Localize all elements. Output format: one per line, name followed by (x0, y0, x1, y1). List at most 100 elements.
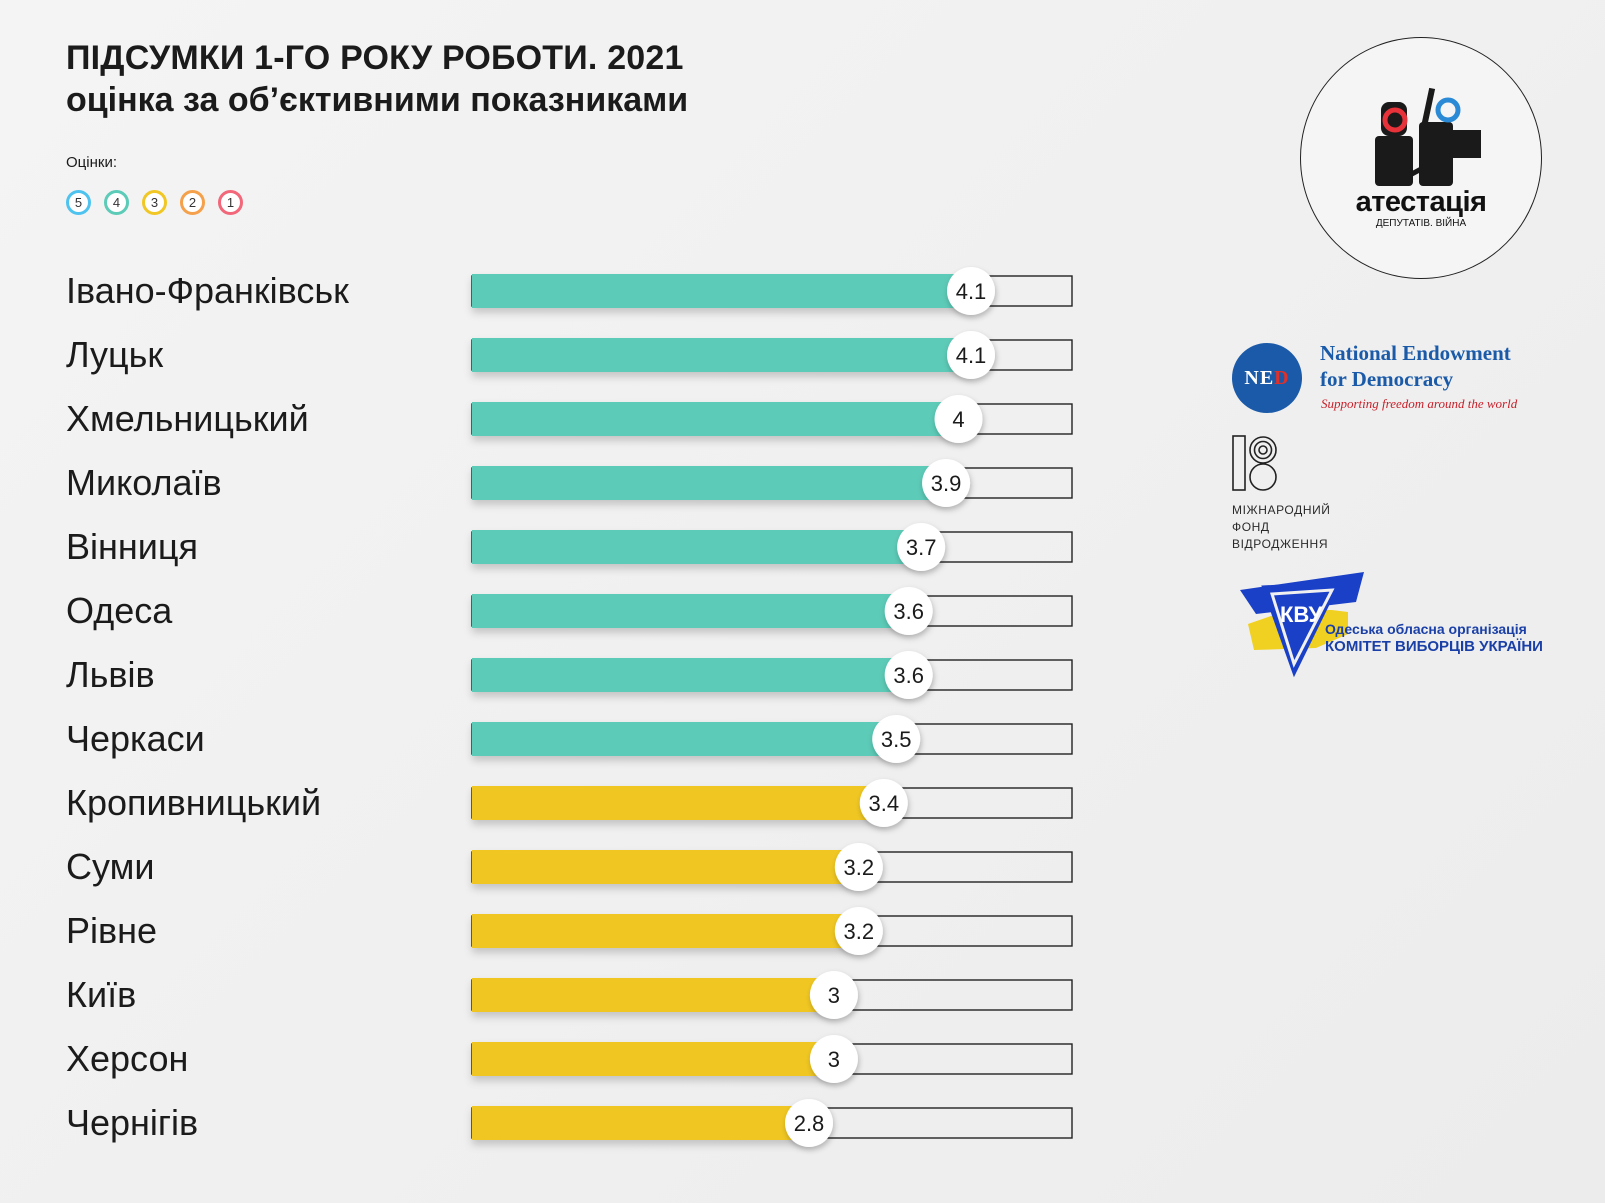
bar (472, 594, 909, 628)
value-bubble (859, 779, 908, 827)
bar-row: Луцьк 4.1 (66, 331, 1073, 379)
value-bubble (809, 971, 858, 1019)
value-label: 3.7 (906, 535, 937, 560)
bar-row: Чернігів 2.8 (66, 1099, 1073, 1147)
value-bubble (897, 523, 946, 571)
bar (472, 1106, 809, 1140)
cvu-line2: КОМІТЕТ ВИБОРЦІВ УКРАЇНИ (1325, 638, 1543, 655)
value-bubble (947, 331, 995, 379)
bar-row: Київ 3 (66, 971, 1073, 1019)
ned-name-line2: for Democracy (1320, 367, 1454, 391)
category-label: Івано-Франківськ (66, 270, 349, 311)
bar (472, 1042, 834, 1076)
irf-line2: ФОНД (1232, 520, 1270, 534)
cvu-logo-text: Одеська обласна організація КОМІТЕТ ВИБО… (1325, 620, 1543, 656)
value-label: 3.6 (893, 663, 924, 688)
bar-row: Вінниця 3.7 (66, 523, 1073, 571)
category-label: Львів (66, 654, 155, 695)
category-label: Луцьк (66, 334, 163, 375)
legend-item-1: 1 (218, 190, 243, 215)
value-label: 3.5 (881, 727, 912, 752)
value-label: 3 (828, 983, 840, 1008)
bar (472, 466, 947, 500)
value-bubble (785, 1099, 833, 1147)
ned-logo-abbr-accent: D (1274, 366, 1290, 389)
legend-item-5: 5 (66, 190, 91, 215)
bar (472, 274, 971, 308)
chart-subtitle: оцінка за об’єктивними показниками (66, 81, 689, 119)
value-label: 2.8 (794, 1111, 825, 1136)
bar (472, 722, 897, 756)
bar (472, 914, 859, 948)
value-bubble (834, 843, 883, 891)
bar-row: Суми 3.2 (66, 843, 1073, 891)
ned-logo-abbr: NE (1244, 366, 1275, 389)
category-label: Вінниця (66, 526, 198, 567)
cvu-line1: Одеська обласна організація (1325, 621, 1527, 637)
category-label: Київ (66, 974, 136, 1015)
category-label: Херсон (66, 1038, 188, 1079)
value-bubble (809, 1035, 858, 1083)
bar-row: Хмельницький 4 (66, 395, 1073, 443)
category-label: Суми (66, 846, 154, 887)
attestation-logo-tagline: ДЕПУТАТІВ. ВІЙНА (1375, 218, 1467, 229)
value-bubble (934, 395, 983, 443)
cvu-logo-icon: КВУ (1240, 572, 1364, 678)
irf-logo-text: МІЖНАРОДНИЙ ФОНД ВІДРОДЖЕННЯ (1232, 502, 1331, 553)
bar-row: Одеса 3.6 (66, 587, 1073, 635)
bar-row: Миколаїв 3.9 (66, 459, 1073, 507)
bar (472, 978, 834, 1012)
legend-item-3: 3 (142, 190, 167, 215)
legend-label: Оцінки: (66, 154, 117, 171)
value-bubble (884, 651, 933, 699)
svg-text:КВУ: КВУ (1280, 602, 1322, 627)
category-label: Чернігів (66, 1102, 198, 1143)
category-label: Миколаїв (66, 462, 222, 503)
irf-logo-icon (1232, 435, 1277, 491)
ned-name-line1: National Endowment (1320, 341, 1511, 365)
irf-line3: ВІДРОДЖЕННЯ (1232, 537, 1329, 551)
legend-item-2: 2 (180, 190, 205, 215)
bar-row: Львів 3.6 (66, 651, 1073, 699)
value-label: 3.4 (868, 791, 899, 816)
bar (472, 530, 922, 564)
value-label: 3.9 (931, 471, 962, 496)
category-label: Черкаси (66, 718, 205, 759)
category-label: Одеса (66, 590, 173, 631)
category-label: Кропивницький (66, 782, 321, 823)
value-label: 4.1 (956, 343, 987, 368)
bar-row: Херсон 3 (66, 1035, 1073, 1083)
irf-line1: МІЖНАРОДНИЙ (1232, 503, 1331, 517)
attestation-logo: атестація ДЕПУТАТІВ. ВІЙНА (1300, 37, 1542, 279)
value-label: 4 (952, 407, 964, 432)
value-bubble (884, 587, 933, 635)
category-label: Хмельницький (66, 398, 309, 439)
bar (472, 658, 909, 692)
bar (472, 402, 959, 436)
ned-name: National Endowment for Democracy (1320, 340, 1511, 392)
bar-row: Івано-Франківськ 4.1 (66, 267, 1073, 315)
bar (472, 338, 971, 372)
score-legend: 5 4 3 2 1 (66, 190, 243, 215)
value-bubble (872, 715, 921, 763)
ned-logo: NE D (1232, 343, 1302, 413)
bar (472, 850, 859, 884)
value-label: 4.1 (956, 279, 987, 304)
bar (472, 786, 884, 820)
value-bubble (947, 267, 995, 315)
bar-row: Рівне 3.2 (66, 907, 1073, 955)
ned-tagline: Supporting freedom around the world (1321, 396, 1518, 411)
legend-item-4: 4 (104, 190, 129, 215)
chart-title: ПІДСУМКИ 1-ГО РОКУ РОБОТИ. 2021 (66, 39, 684, 77)
category-label: Рівне (66, 910, 157, 951)
bar-chart: Івано-Франківськ 4.1 Луцьк 4.1 Хмельницький 4… (66, 267, 1073, 1147)
bar-row: Кропивницький 3.4 (66, 779, 1073, 827)
protesters-icon (1375, 87, 1481, 186)
value-bubble (834, 907, 883, 955)
bar-row: Черкаси 3.5 (66, 715, 1073, 763)
value-label: 3.6 (893, 599, 924, 624)
value-label: 3.2 (844, 919, 875, 944)
attestation-logo-text: атестація (1355, 186, 1487, 218)
value-label: 3 (828, 1047, 840, 1072)
value-bubble (922, 459, 971, 507)
